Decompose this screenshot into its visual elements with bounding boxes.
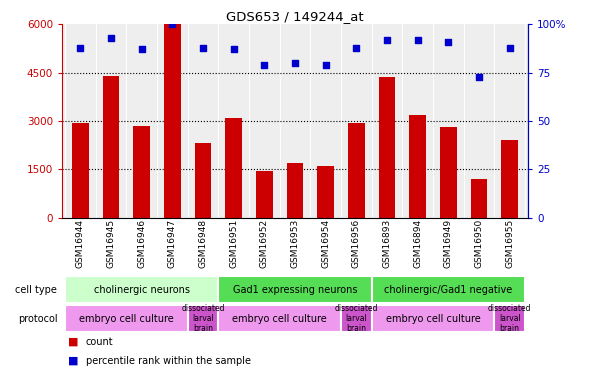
Text: cholinergic neurons: cholinergic neurons — [94, 285, 189, 295]
Bar — [65, 305, 188, 332]
Bar — [287, 163, 303, 218]
Text: dissociated
larval
brain: dissociated larval brain — [181, 304, 225, 333]
Text: embryo cell culture: embryo cell culture — [232, 314, 327, 324]
Point — [106, 35, 116, 41]
Point — [444, 39, 453, 45]
Bar — [372, 276, 525, 303]
Text: percentile rank within the sample: percentile rank within the sample — [86, 356, 251, 366]
Bar — [502, 140, 518, 218]
Bar — [256, 171, 273, 217]
Text: embryo cell culture: embryo cell culture — [386, 314, 480, 324]
Point — [382, 37, 392, 43]
Bar — [379, 78, 395, 218]
Title: GDS653 / 149244_at: GDS653 / 149244_at — [226, 10, 364, 23]
Point — [321, 62, 330, 68]
Point — [352, 45, 361, 51]
Bar — [494, 305, 525, 332]
Point — [229, 46, 238, 53]
Bar — [218, 276, 372, 303]
Bar — [133, 126, 150, 218]
Bar — [317, 166, 334, 218]
Text: embryo cell culture: embryo cell culture — [79, 314, 173, 324]
Bar — [409, 114, 426, 218]
Bar — [471, 179, 487, 218]
Bar — [164, 24, 181, 217]
Text: ■: ■ — [68, 337, 78, 347]
Point — [76, 45, 85, 51]
Bar — [103, 76, 119, 217]
Text: count: count — [86, 337, 113, 347]
Bar — [440, 128, 457, 218]
Bar — [225, 118, 242, 218]
Bar — [195, 144, 211, 218]
Bar — [218, 305, 341, 332]
Text: cell type: cell type — [15, 285, 57, 295]
Bar — [65, 276, 218, 303]
Text: dissociated
larval
brain: dissociated larval brain — [488, 304, 532, 333]
Bar — [72, 123, 88, 218]
Point — [474, 74, 484, 80]
Bar — [188, 305, 218, 332]
Point — [413, 37, 422, 43]
Point — [290, 60, 300, 66]
Bar — [348, 123, 365, 218]
Text: ■: ■ — [68, 356, 78, 366]
Point — [505, 45, 514, 51]
Point — [137, 46, 146, 53]
Point — [168, 21, 177, 27]
Bar — [372, 305, 494, 332]
Text: Gad1 expressing neurons: Gad1 expressing neurons — [232, 285, 358, 295]
Text: protocol: protocol — [18, 314, 57, 324]
Point — [198, 45, 208, 51]
Bar — [341, 305, 372, 332]
Text: cholinergic/Gad1 negative: cholinergic/Gad1 negative — [384, 285, 513, 295]
Text: dissociated
larval
brain: dissociated larval brain — [335, 304, 378, 333]
Point — [260, 62, 269, 68]
